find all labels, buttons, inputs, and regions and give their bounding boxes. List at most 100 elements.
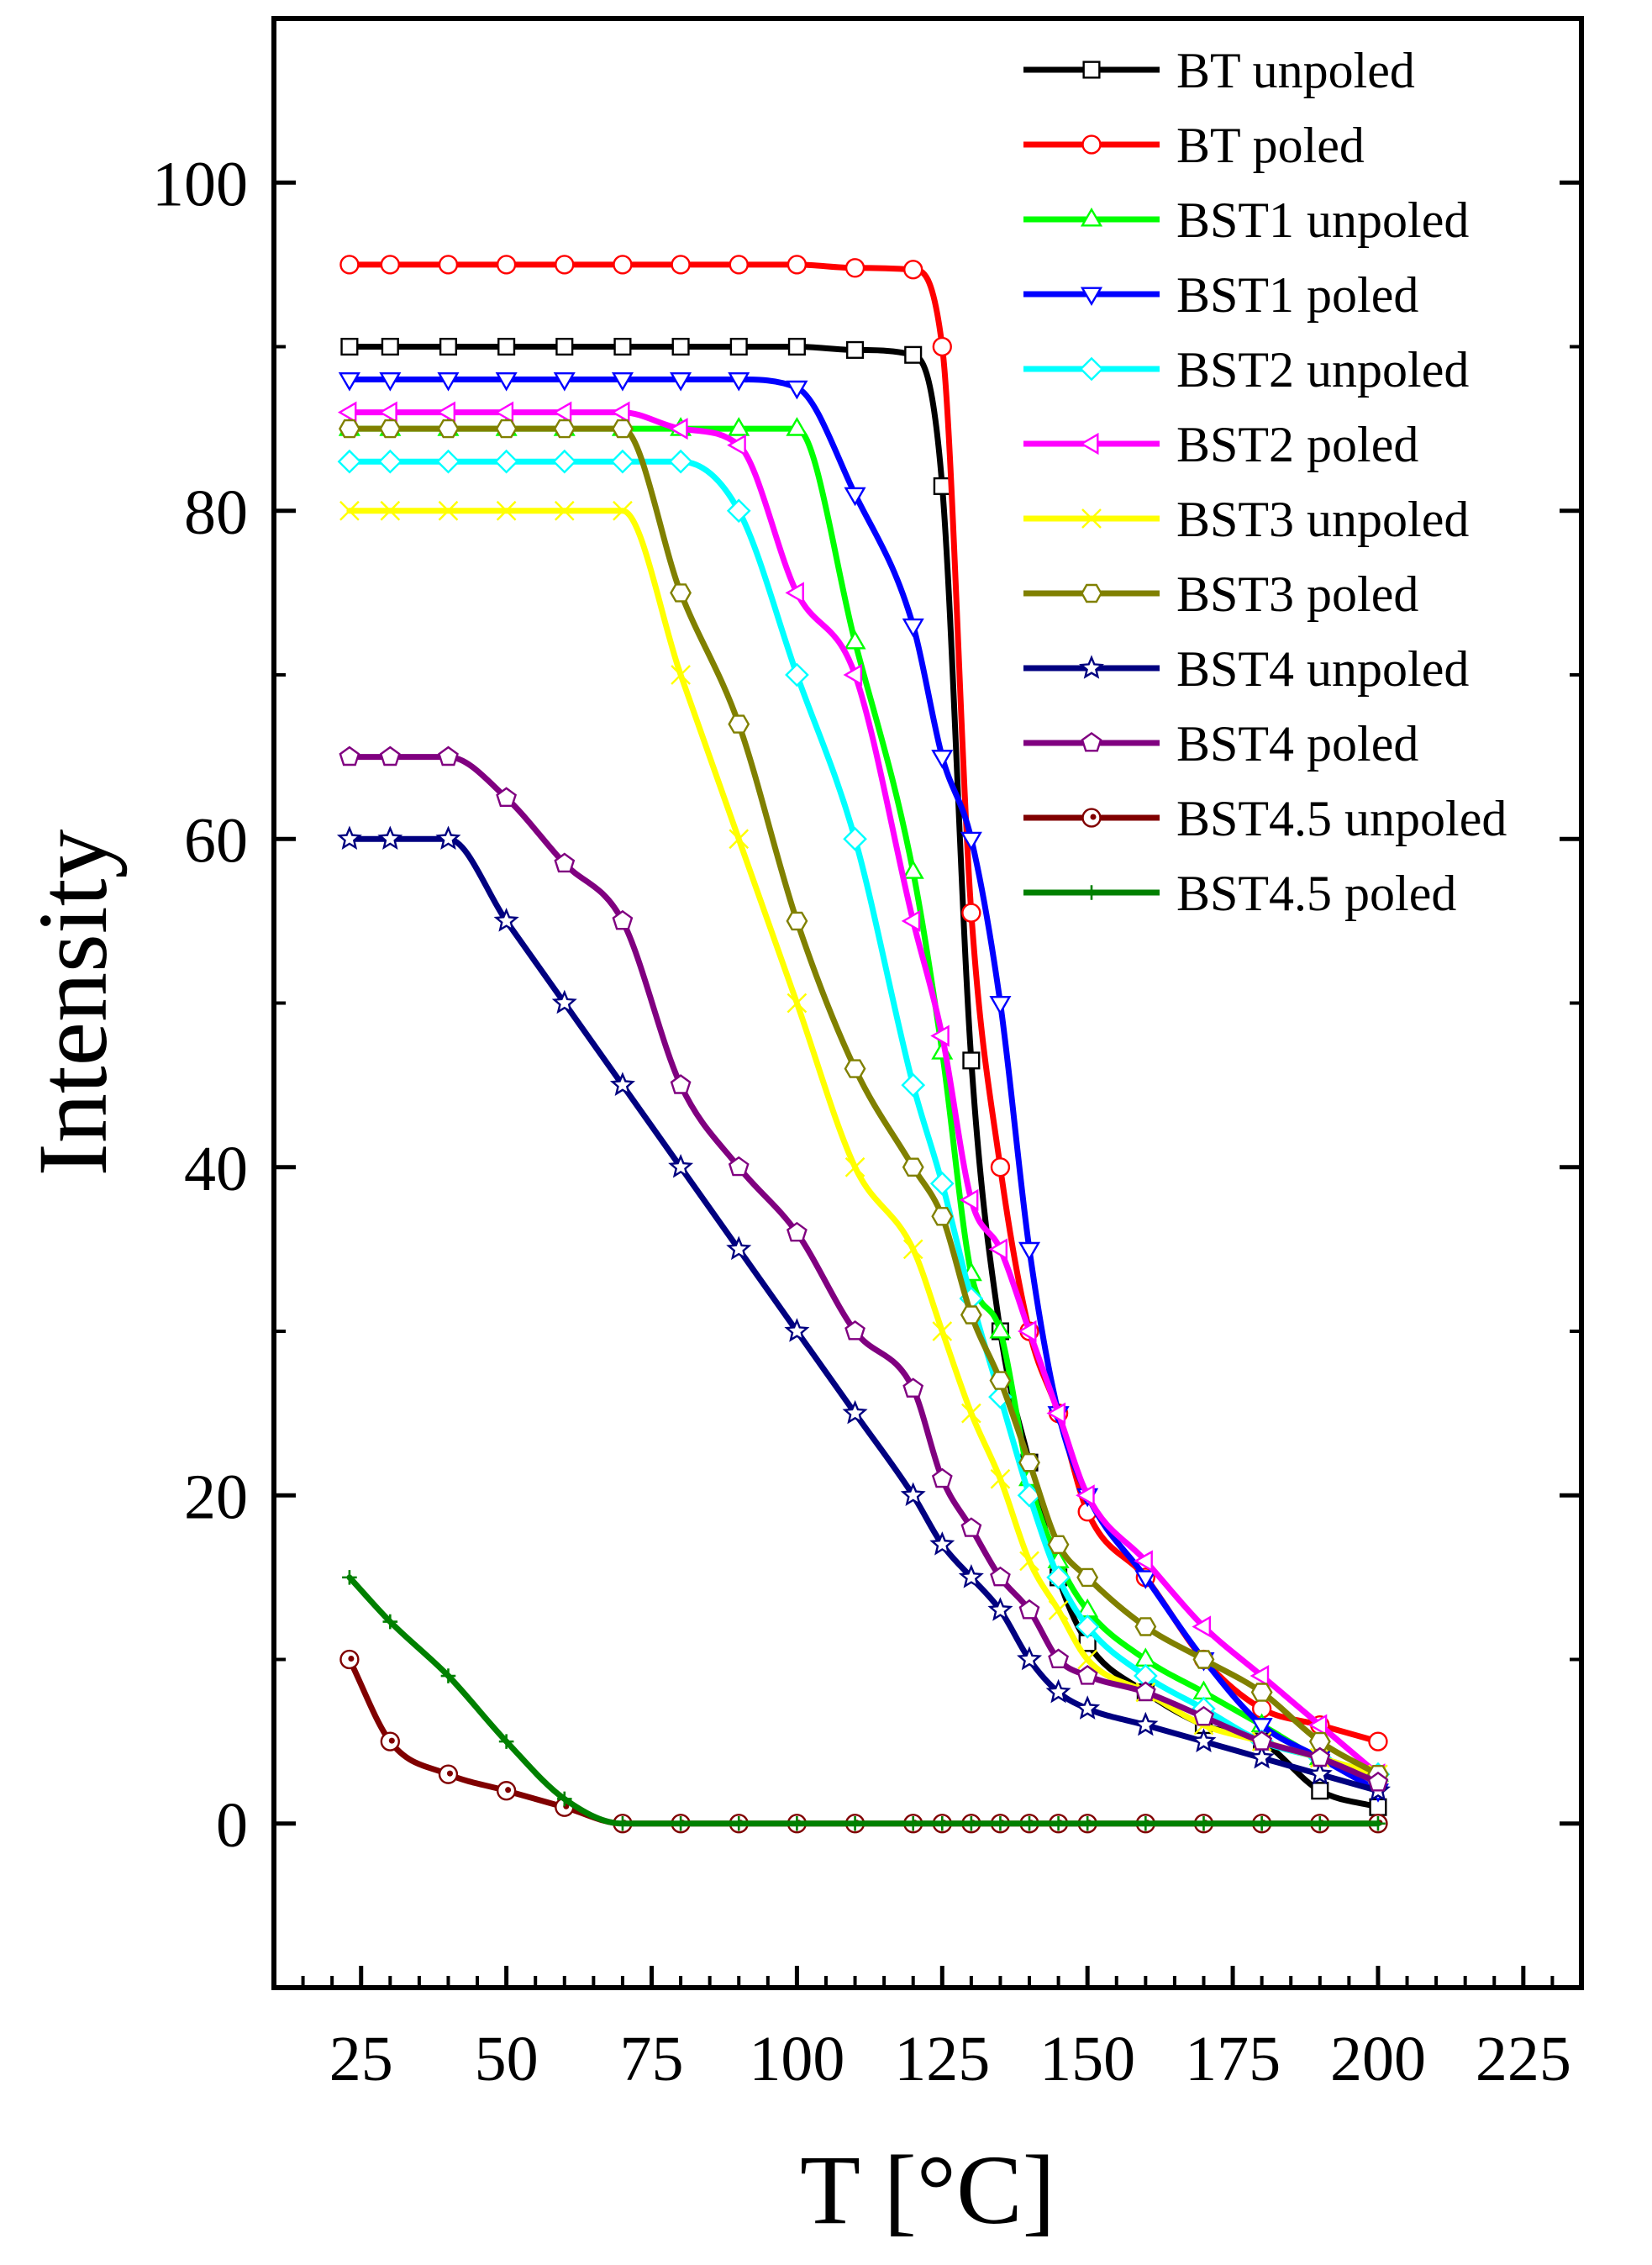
data-point bbox=[440, 1668, 456, 1683]
data-point bbox=[903, 260, 923, 280]
data-point bbox=[844, 1320, 865, 1341]
data-point bbox=[843, 826, 867, 851]
data-point bbox=[989, 1319, 1012, 1339]
data-point bbox=[989, 995, 1012, 1015]
data-point bbox=[1048, 1600, 1069, 1620]
x-tick-label: 25 bbox=[329, 2024, 393, 2094]
data-point bbox=[670, 1074, 692, 1094]
legend-entry: BST1 poled bbox=[1023, 267, 1418, 323]
data-point bbox=[552, 401, 572, 424]
legend-marker bbox=[1084, 885, 1099, 900]
x-tick-label: 50 bbox=[475, 2024, 539, 2094]
x-tick-label: 225 bbox=[1476, 2024, 1571, 2094]
data-point bbox=[990, 1468, 1011, 1489]
data-point bbox=[610, 449, 635, 474]
data-point bbox=[671, 255, 691, 275]
data-point bbox=[787, 337, 806, 356]
data-point bbox=[1250, 1718, 1273, 1737]
data-point bbox=[961, 1403, 981, 1424]
data-point bbox=[844, 487, 866, 507]
data-point bbox=[786, 380, 808, 400]
series-line-bst4-unpoled bbox=[346, 835, 1381, 1794]
data-point bbox=[726, 1235, 752, 1261]
legend-entry: BT unpoled bbox=[1023, 43, 1415, 98]
data-point bbox=[340, 337, 359, 356]
data-point bbox=[613, 337, 632, 356]
series-bst4-5-poled bbox=[342, 1570, 1386, 1831]
data-point bbox=[1019, 1551, 1039, 1572]
data-point bbox=[933, 477, 951, 496]
data-point bbox=[379, 419, 402, 439]
data-point bbox=[1134, 1663, 1158, 1688]
data-point bbox=[901, 1072, 926, 1098]
data-point bbox=[844, 258, 865, 278]
data-point bbox=[987, 1597, 1013, 1621]
data-point bbox=[1076, 1567, 1099, 1588]
data-point bbox=[1076, 1484, 1095, 1507]
data-point bbox=[496, 787, 518, 807]
legend-label: BST3 poled bbox=[1176, 566, 1418, 622]
data-point bbox=[339, 419, 360, 439]
data-point bbox=[1313, 1815, 1328, 1831]
legend-label: BST4.5 unpoled bbox=[1176, 791, 1507, 846]
data-point bbox=[1046, 1565, 1071, 1590]
data-point bbox=[1018, 1452, 1040, 1472]
data-point bbox=[339, 745, 360, 766]
data-point bbox=[613, 500, 633, 521]
data-point bbox=[929, 1171, 955, 1196]
legend-marker bbox=[1080, 287, 1103, 306]
data-point bbox=[962, 1051, 981, 1070]
data-point bbox=[556, 1791, 572, 1807]
y-axis-title: Intensity bbox=[18, 830, 128, 1177]
y-axis: 0 20 40 60 80 100 bbox=[152, 17, 1581, 1989]
data-point bbox=[902, 1157, 924, 1177]
legend-entry: BST4 poled bbox=[1023, 716, 1418, 772]
data-point bbox=[846, 340, 865, 359]
data-point bbox=[905, 1815, 921, 1831]
data-point bbox=[612, 909, 634, 930]
data-point bbox=[438, 1764, 459, 1784]
legend-entry: BST3 unpoled bbox=[1023, 492, 1469, 547]
series-bst3-poled bbox=[339, 419, 1389, 1784]
data-point bbox=[438, 745, 459, 766]
legend-marker bbox=[1079, 655, 1104, 679]
legend-label: BST2 poled bbox=[1176, 417, 1418, 472]
legend-marker bbox=[1079, 432, 1099, 456]
data-point bbox=[1075, 1695, 1101, 1720]
data-point bbox=[1080, 1815, 1095, 1831]
legend-entry: BST1 unpoled bbox=[1023, 192, 1469, 248]
x-axis: 25 50 75 100 125 150 175 200 225 bbox=[301, 1966, 1571, 2094]
data-point bbox=[1018, 1319, 1037, 1343]
data-point bbox=[342, 1570, 357, 1585]
data-point bbox=[495, 419, 518, 439]
series-line-bst1-poled bbox=[346, 376, 1381, 1794]
data-point bbox=[555, 337, 574, 356]
legend-entry: BST4.5 unpoled bbox=[1023, 791, 1507, 846]
data-point bbox=[728, 714, 750, 734]
data-point bbox=[1050, 1815, 1066, 1831]
data-point bbox=[1134, 1681, 1156, 1702]
data-point bbox=[1196, 1815, 1212, 1831]
data-point bbox=[553, 372, 576, 392]
data-point bbox=[337, 449, 362, 474]
data-point bbox=[437, 372, 460, 392]
data-point bbox=[784, 1318, 810, 1342]
data-point bbox=[553, 419, 576, 439]
data-point bbox=[382, 1614, 398, 1630]
y-tick-label: 100 bbox=[152, 149, 248, 219]
data-point bbox=[960, 831, 982, 851]
data-point bbox=[1077, 1649, 1098, 1670]
data-point bbox=[931, 1207, 954, 1226]
data-point bbox=[728, 417, 750, 436]
series-bst4-poled bbox=[339, 745, 1389, 1792]
data-point bbox=[786, 417, 808, 436]
data-point bbox=[336, 825, 362, 851]
data-point bbox=[1308, 1731, 1331, 1751]
series-bt-unpoled bbox=[340, 337, 1387, 1816]
data-point bbox=[1368, 1731, 1388, 1751]
data-point bbox=[1134, 1550, 1153, 1572]
data-point bbox=[785, 662, 809, 687]
data-point bbox=[842, 1399, 868, 1425]
data-point bbox=[338, 372, 360, 392]
data-point bbox=[380, 1731, 400, 1751]
